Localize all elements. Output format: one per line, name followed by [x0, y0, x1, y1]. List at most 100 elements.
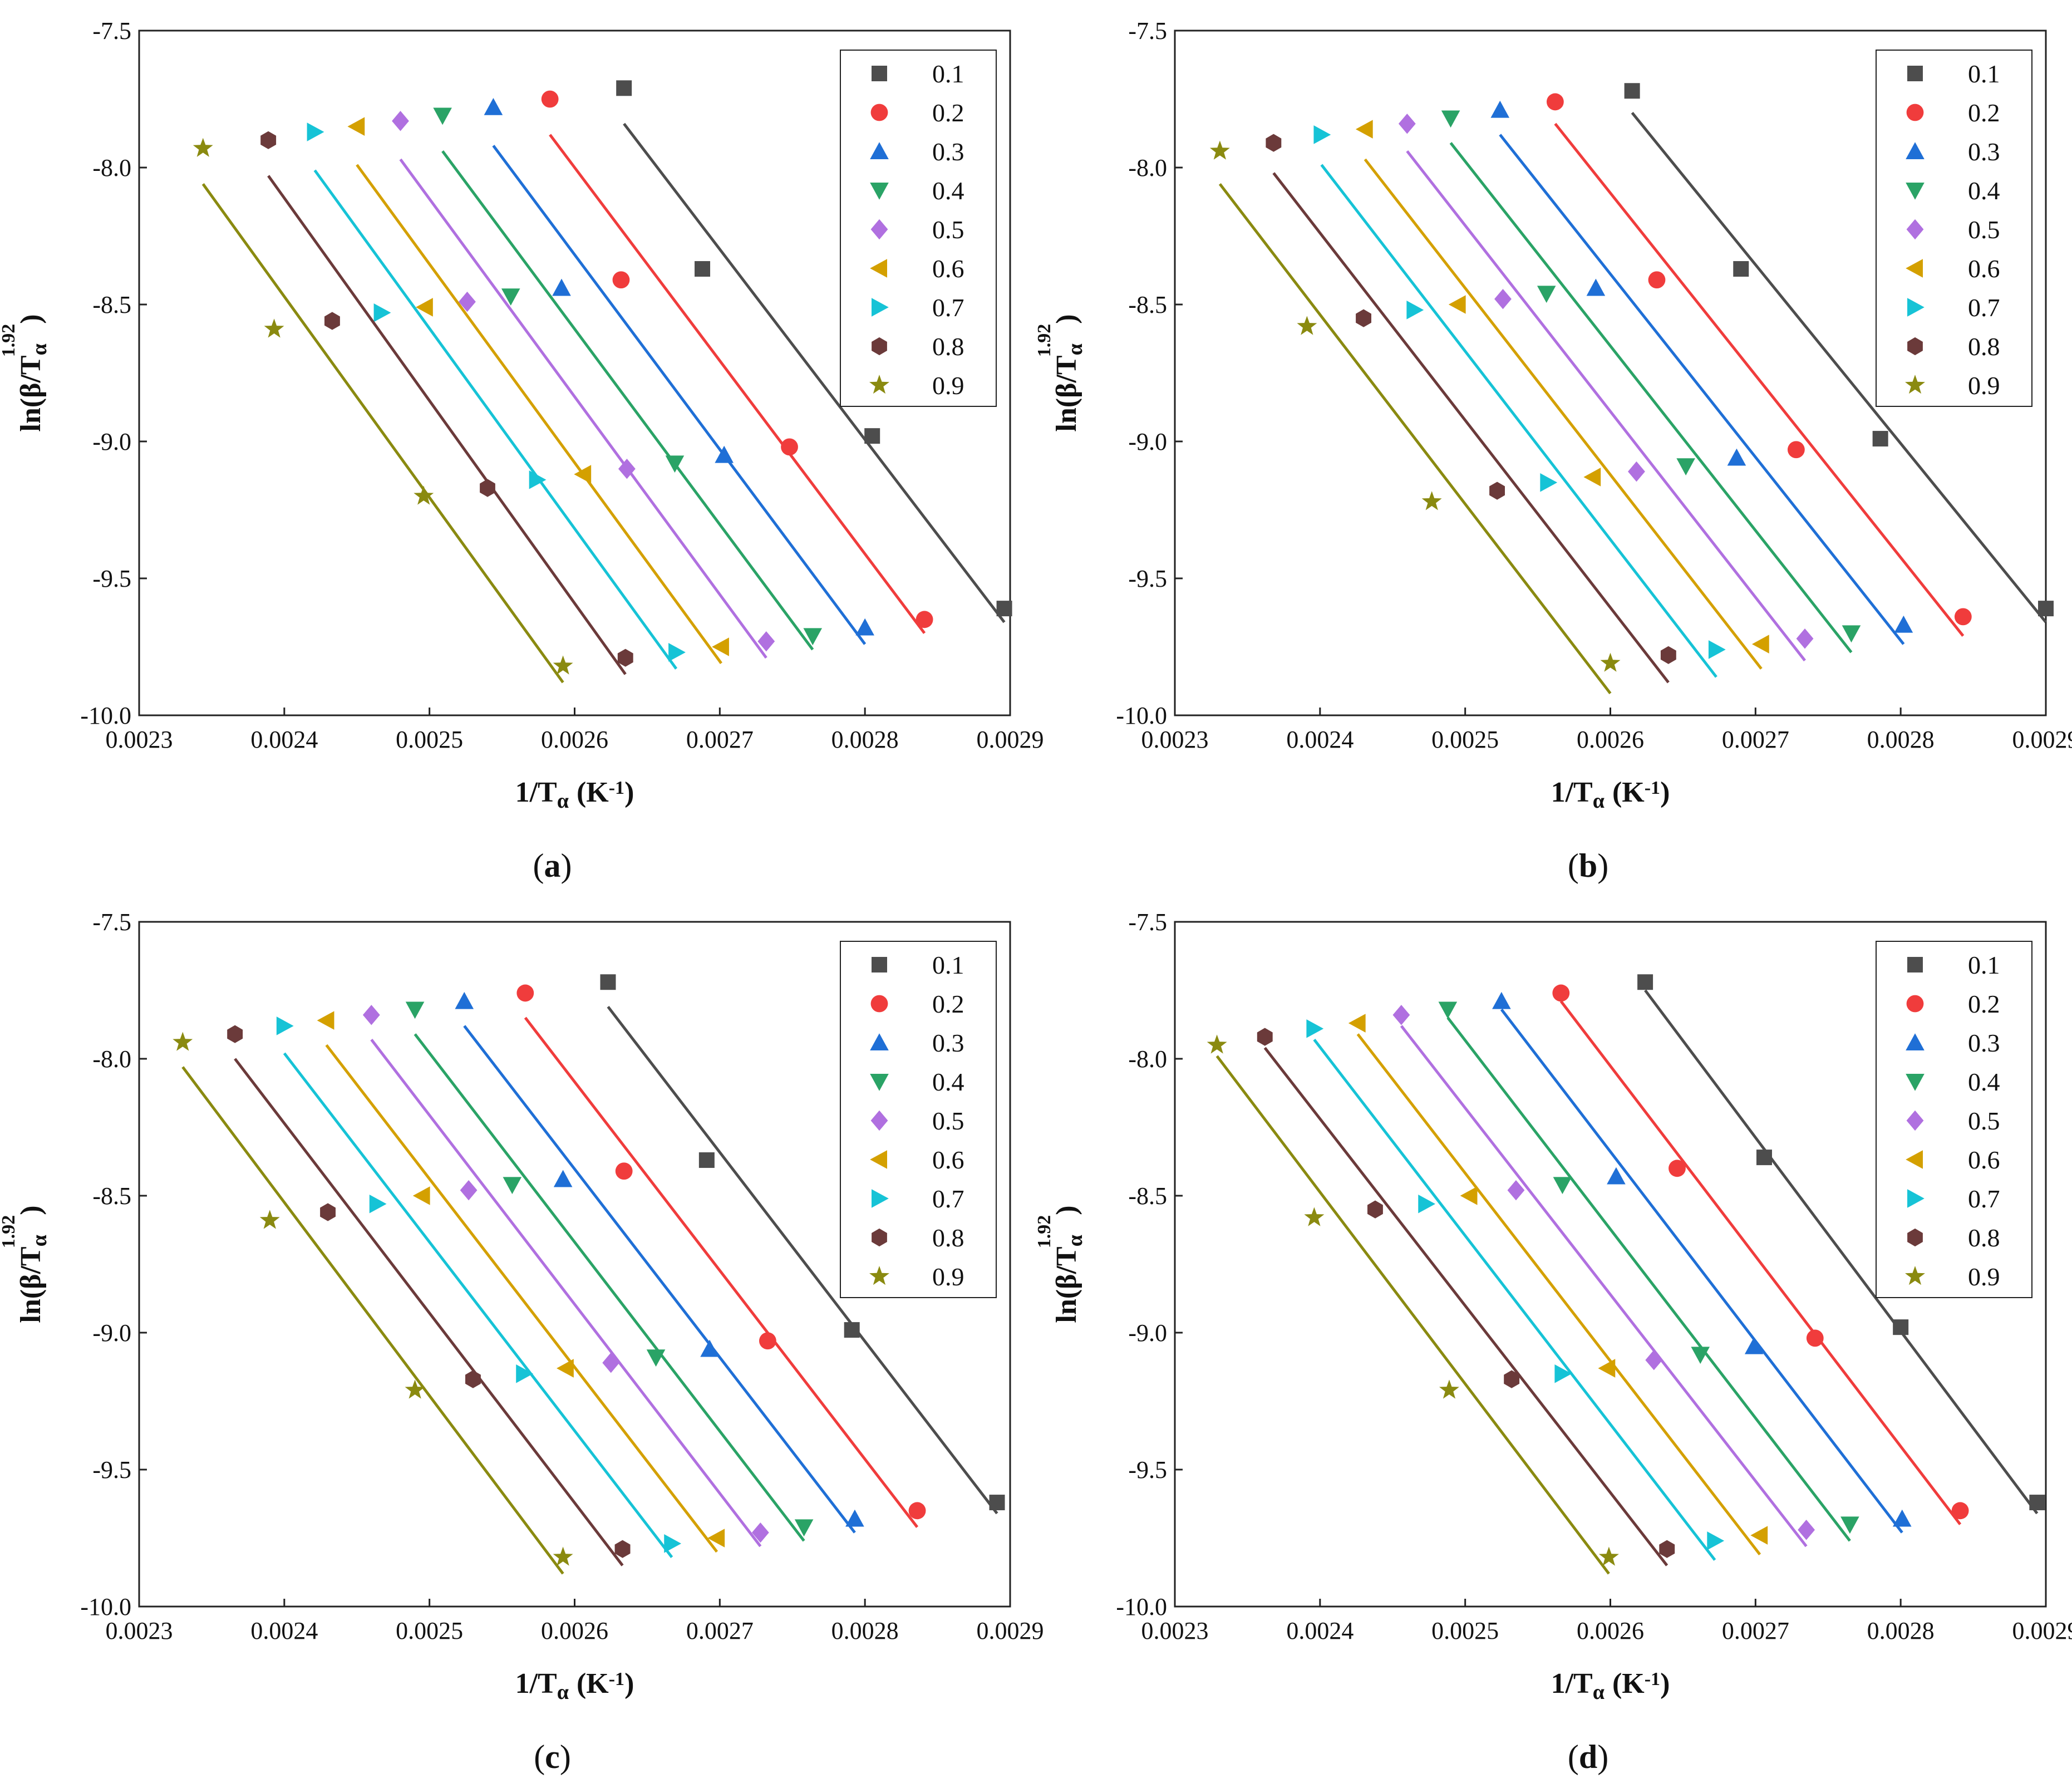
- data-point: [1628, 461, 1645, 482]
- y-tick-label: -8.5: [92, 1182, 131, 1210]
- fit-line: [267, 175, 627, 675]
- data-point: [1439, 1379, 1459, 1399]
- data-point: [1691, 1347, 1710, 1364]
- data-point: [617, 649, 633, 667]
- x-axis-title: 1/Tα (K-1): [515, 777, 634, 813]
- data-point: [2029, 1495, 2045, 1511]
- data-point: [414, 485, 434, 505]
- x-tick-label: 0.0026: [541, 726, 608, 753]
- legend-label: 0.9: [1968, 1263, 2000, 1291]
- y-tick-label: -8.5: [92, 291, 131, 318]
- data-point: [1727, 448, 1746, 466]
- legend-marker: [1907, 957, 1923, 972]
- legend-label: 0.2: [1968, 99, 2000, 127]
- data-point: [757, 631, 775, 652]
- series-0.6: [347, 117, 729, 664]
- data-point: [1304, 1207, 1325, 1226]
- data-point: [1537, 286, 1556, 303]
- legend-label: 0.6: [932, 254, 964, 283]
- y-tick-label: -10.0: [1116, 702, 1167, 729]
- chart-d: 0.0023 0.0024 0.0025 0.0026 0.0027 0.0028 0.00…: [1034, 908, 2072, 1775]
- data-point: [698, 1152, 715, 1168]
- data-point: [553, 1170, 573, 1187]
- legend-marker: [1906, 1110, 1924, 1131]
- legend-marker: [872, 957, 887, 972]
- data-point: [480, 479, 495, 497]
- series-0.6: [1348, 1014, 1768, 1556]
- legend-marker: [870, 142, 889, 159]
- data-point: [695, 261, 711, 277]
- data-point: [320, 1203, 336, 1221]
- series-0.9: [1207, 1034, 1619, 1575]
- data-point: [618, 459, 636, 479]
- series-0.4: [433, 107, 823, 651]
- legend-marker: [1906, 1150, 1923, 1169]
- data-point: [1266, 134, 1282, 152]
- x-tick-label: 0.0023: [106, 726, 173, 753]
- legend-marker: [1906, 142, 1925, 159]
- fit-line: [492, 145, 867, 645]
- data-point: [1756, 1150, 1772, 1166]
- data-point: [1421, 491, 1442, 510]
- data-point: [1297, 316, 1317, 335]
- data-point: [1598, 1359, 1616, 1378]
- data-point: [1489, 482, 1505, 500]
- x-axis-title: 1/Tα (K-1): [1551, 777, 1670, 813]
- fit-line: [607, 1005, 998, 1515]
- fit-line: [234, 1058, 624, 1566]
- y-tick-label: -9.5: [1128, 565, 1167, 592]
- x-tick-label: 0.0025: [396, 726, 463, 753]
- legend-marker: [870, 995, 888, 1013]
- y-axis-title: ln(β/Tα1.92): [1034, 1205, 1087, 1323]
- data-point: [614, 1540, 631, 1558]
- series-0.3: [1492, 991, 1912, 1534]
- fit-line: [1449, 142, 1853, 654]
- data-point: [1750, 1526, 1768, 1545]
- y-tick-label: -9.0: [1128, 1319, 1167, 1347]
- data-point: [1624, 83, 1640, 99]
- data-point: [1306, 1019, 1324, 1038]
- series-0.7: [307, 122, 686, 670]
- data-point: [2038, 601, 2054, 617]
- x-tick-label: 0.0029: [2012, 726, 2072, 753]
- legend-marker: [872, 337, 887, 356]
- legend-label: 0.6: [932, 1146, 964, 1174]
- legend-marker: [872, 1228, 887, 1247]
- legend: 0.1 0.2 0.3 0.4 0.5 0.6 0.7 0.8 0.9: [840, 941, 997, 1298]
- data-point: [1448, 295, 1466, 314]
- y-tick-label: -10.0: [80, 702, 131, 729]
- legend-label: 0.8: [1968, 332, 2000, 361]
- x-tick-label: 0.0028: [1867, 726, 1935, 753]
- fit-line: [1406, 150, 1806, 662]
- series-0.6: [317, 1011, 725, 1553]
- panel-caption: (b): [1568, 847, 1608, 884]
- series-0.6: [1355, 120, 1769, 670]
- y-axis-title: ln(β/Tα1.92): [0, 314, 51, 431]
- legend-marker: [1906, 1033, 1925, 1050]
- data-point: [1441, 110, 1460, 128]
- legend-box: [840, 50, 997, 407]
- y-tick-label: -9.0: [92, 1319, 131, 1347]
- data-point: [1676, 458, 1695, 476]
- data-point: [553, 655, 573, 675]
- legend-marker: [1906, 183, 1925, 200]
- series-0.7: [1313, 125, 1726, 678]
- series-0.5: [362, 1005, 769, 1548]
- x-tick-label: 0.0025: [396, 1617, 463, 1644]
- chart-c: 0.0023 0.0024 0.0025 0.0026 0.0027 0.0028 0.00…: [0, 908, 1044, 1775]
- data-point: [1708, 640, 1726, 659]
- data-point: [1842, 625, 1861, 643]
- x-tick-label: 0.0029: [977, 726, 1044, 753]
- legend-label: 0.2: [932, 99, 964, 127]
- legend-label: 0.1: [932, 60, 964, 88]
- data-point: [664, 1534, 682, 1553]
- legend-label: 0.6: [1968, 1146, 2000, 1174]
- y-tick-label: -10.0: [80, 1593, 131, 1620]
- data-point: [1490, 100, 1510, 118]
- data-point: [412, 1186, 430, 1205]
- data-point: [1207, 1034, 1227, 1054]
- series-0.3: [1490, 100, 1913, 645]
- series-0.2: [541, 90, 933, 634]
- legend-marker: [1906, 104, 1924, 121]
- legend-marker: [870, 183, 889, 200]
